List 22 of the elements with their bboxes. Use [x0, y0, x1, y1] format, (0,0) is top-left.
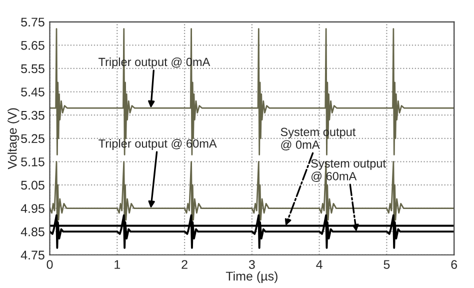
y-tick-label: 5.15 [21, 158, 44, 166]
y-tick-label: 5.65 [21, 40, 44, 50]
y-tick-label: 5.35 [21, 110, 44, 120]
y-tick-label: 5.25 [21, 134, 44, 144]
x-tick-label: 0 [46, 260, 53, 269]
y-tick-label: 4.95 [20, 204, 44, 213]
y-tick-label: 4.75 [20, 250, 44, 260]
y-tick-label: 5.75 [21, 18, 44, 27]
y-axis-title: Voltage (V) [8, 108, 20, 170]
x-axis-title: Time (µs) [226, 271, 278, 284]
x-tick-label: 6 [451, 260, 458, 269]
y-tick-label: 5.45 [21, 88, 44, 96]
y-tick-label: 5.05 [21, 180, 44, 190]
x-tick-label: 2 [182, 260, 188, 269]
y-tick-label: 5.55 [21, 64, 44, 74]
x-tick-label: 1 [114, 260, 120, 269]
x-tick-label: 3 [248, 260, 255, 269]
line-series [50, 28, 454, 156]
x-tick-label: 4 [316, 260, 322, 269]
y-tick-label: 4.85 [20, 227, 44, 236]
x-tick-label: 5 [384, 260, 390, 269]
line-series [50, 214, 454, 249]
